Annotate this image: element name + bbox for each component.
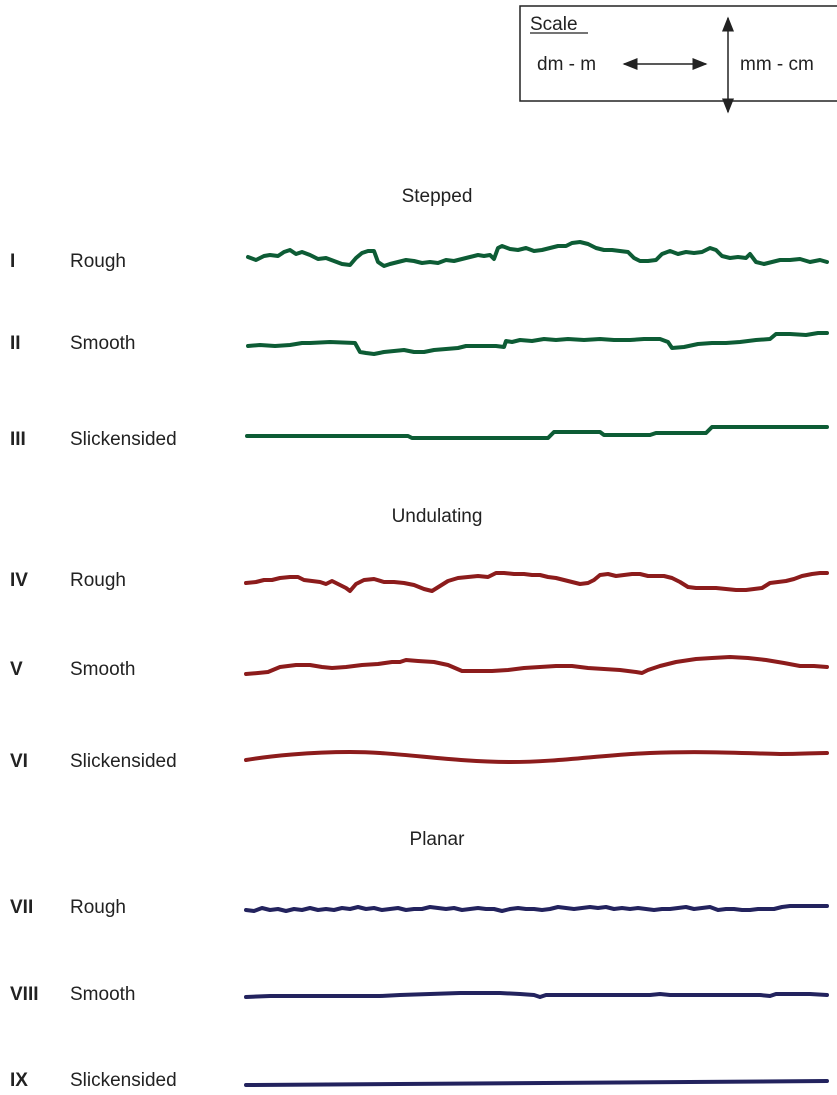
row-label: Slickensided [70, 429, 177, 450]
scale-vertical-label: mm - cm [740, 54, 814, 75]
row-numeral: VI [10, 751, 28, 772]
row-numeral: IV [10, 570, 28, 591]
scale-box-border [519, 5, 837, 102]
scale-box: Scale dm - m mm - cm [519, 5, 837, 114]
profile-undulating-rough [244, 571, 829, 593]
row-numeral: VIII [10, 984, 39, 1005]
row-numeral: I [10, 251, 15, 272]
group-header-planar: Planar [410, 829, 466, 850]
row-label: Smooth [70, 984, 135, 1005]
row-label: Smooth [70, 659, 135, 680]
row-label: Rough [70, 570, 126, 591]
row-label: Rough [70, 897, 126, 918]
group-header-undulating: Undulating [392, 506, 483, 527]
profile-stepped-slickensided [245, 425, 829, 440]
row-numeral: IX [10, 1070, 28, 1091]
row-numeral: VII [10, 897, 33, 918]
profile-stepped-smooth [246, 331, 829, 356]
scale-title: Scale [530, 14, 578, 35]
row-label: Slickensided [70, 1070, 177, 1091]
profile-stepped-rough [246, 240, 829, 268]
row-numeral: V [10, 659, 23, 680]
row-label: Rough [70, 251, 126, 272]
row-numeral: II [10, 333, 21, 354]
profile-undulating-smooth [244, 655, 829, 676]
profiles [244, 240, 829, 1087]
row-label: Slickensided [70, 751, 177, 772]
profile-undulating-slickensided [244, 750, 829, 764]
profile-planar-rough [244, 904, 829, 913]
row-labels: I Rough II Smooth III Slickensided IV Ro… [10, 251, 177, 1091]
row-label: Smooth [70, 333, 135, 354]
profile-planar-smooth [244, 991, 829, 999]
profile-planar-slickensided [244, 1079, 829, 1087]
scale-horizontal-label: dm - m [537, 54, 596, 75]
row-numeral: III [10, 429, 26, 450]
group-header-stepped: Stepped [402, 186, 473, 207]
